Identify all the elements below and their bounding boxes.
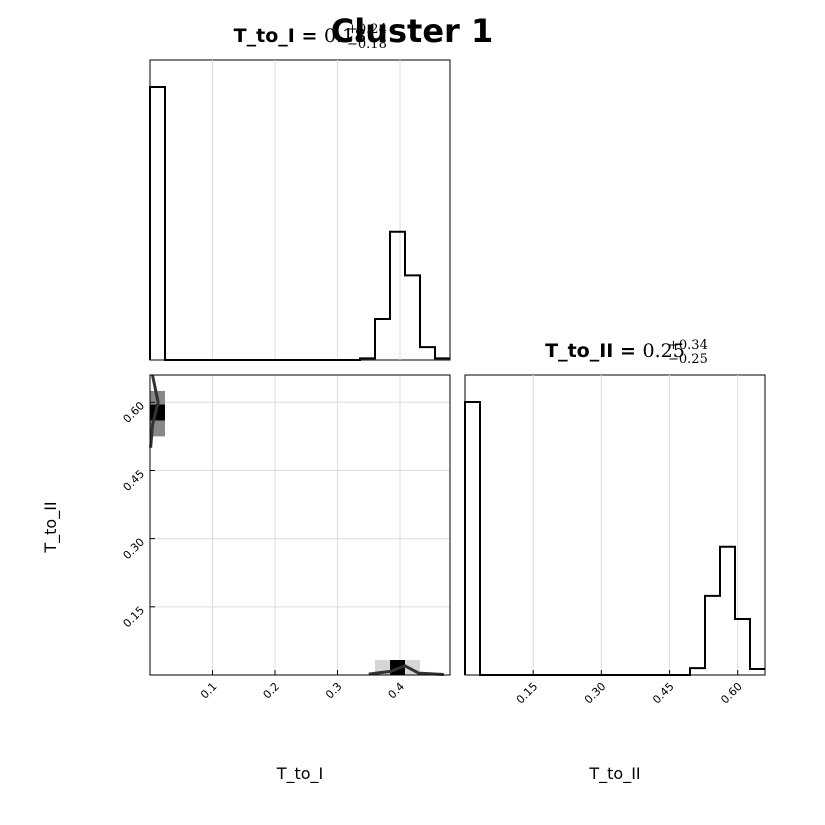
hist-t-to-i-value: 0.18: [324, 25, 366, 47]
hist-t-to-ii-upper: +0.34: [668, 338, 708, 353]
hist-t-to-i-grid: [212, 60, 401, 360]
hist-t-to-ii-panel: T_to_II = 0.25 +0.34 −0.25 0.15 0.30 0.45 0…: [464, 338, 766, 784]
joint-density-x-tick-label: 0.2: [261, 680, 283, 702]
hist-t-to-i-lower: −0.18: [347, 37, 387, 52]
hist-t-to-ii-x-tick-label: 0.30: [582, 680, 609, 707]
hist-t-to-i-title: T_to_I = 0.18: [234, 25, 367, 47]
hist-t-to-ii-step-line: [464, 401, 765, 676]
density-contour: [149, 374, 160, 448]
joint-density-y-tick-label: 0.15: [121, 604, 148, 631]
joint-density-y-tick-label: 0.45: [121, 467, 148, 494]
joint-density-x-tick-label: 0.3: [323, 680, 345, 702]
joint-density-y-tick-label: 0.30: [121, 536, 148, 563]
hist-t-to-ii-frame: [464, 374, 766, 676]
joint-density-panel: 0.1 0.2 0.3 0.4 0.15 0.30 0.45 0.60 T_to_I T_t…: [41, 374, 451, 784]
hist-t-to-i-upper: +0.24: [347, 22, 387, 37]
hist-t-to-ii-x-tick-label: 0.45: [650, 680, 677, 707]
hist-t-to-ii-grid: [532, 375, 739, 675]
density-contour: [368, 664, 444, 677]
hist-t-to-i-step-line: [149, 86, 450, 361]
joint-density-xlabel: T_to_I: [276, 764, 324, 784]
hist-t-to-ii-title: T_to_II = 0.25: [545, 340, 685, 362]
joint-density-cells: [149, 374, 444, 677]
joint-density-frame: [149, 374, 451, 676]
joint-density-x-tick-label: 0.4: [386, 680, 408, 702]
joint-density-ylabel: T_to_II: [41, 501, 61, 553]
figure-title: Cluster 1: [331, 12, 493, 50]
hist-t-to-ii-lower: −0.25: [668, 352, 708, 367]
hist-t-to-i-param: T_to_I =: [234, 25, 324, 47]
hist-t-to-ii-xlabel: T_to_II: [588, 764, 640, 784]
joint-density-y-tick-label: 0.60: [121, 399, 148, 426]
joint-density-grid: [150, 375, 450, 675]
hist-t-to-i-panel: T_to_I = 0.18 +0.24 −0.18: [149, 22, 451, 361]
hist-t-to-ii-x-tick-label: 0.15: [514, 680, 541, 707]
hist-t-to-ii-param: T_to_II =: [545, 340, 642, 362]
hist-t-to-ii-x-tick-label: 0.60: [718, 680, 745, 707]
hist-t-to-ii-value: 0.25: [643, 340, 685, 362]
hist-t-to-i-frame: [149, 59, 451, 361]
joint-density-x-tick-label: 0.1: [198, 680, 220, 702]
